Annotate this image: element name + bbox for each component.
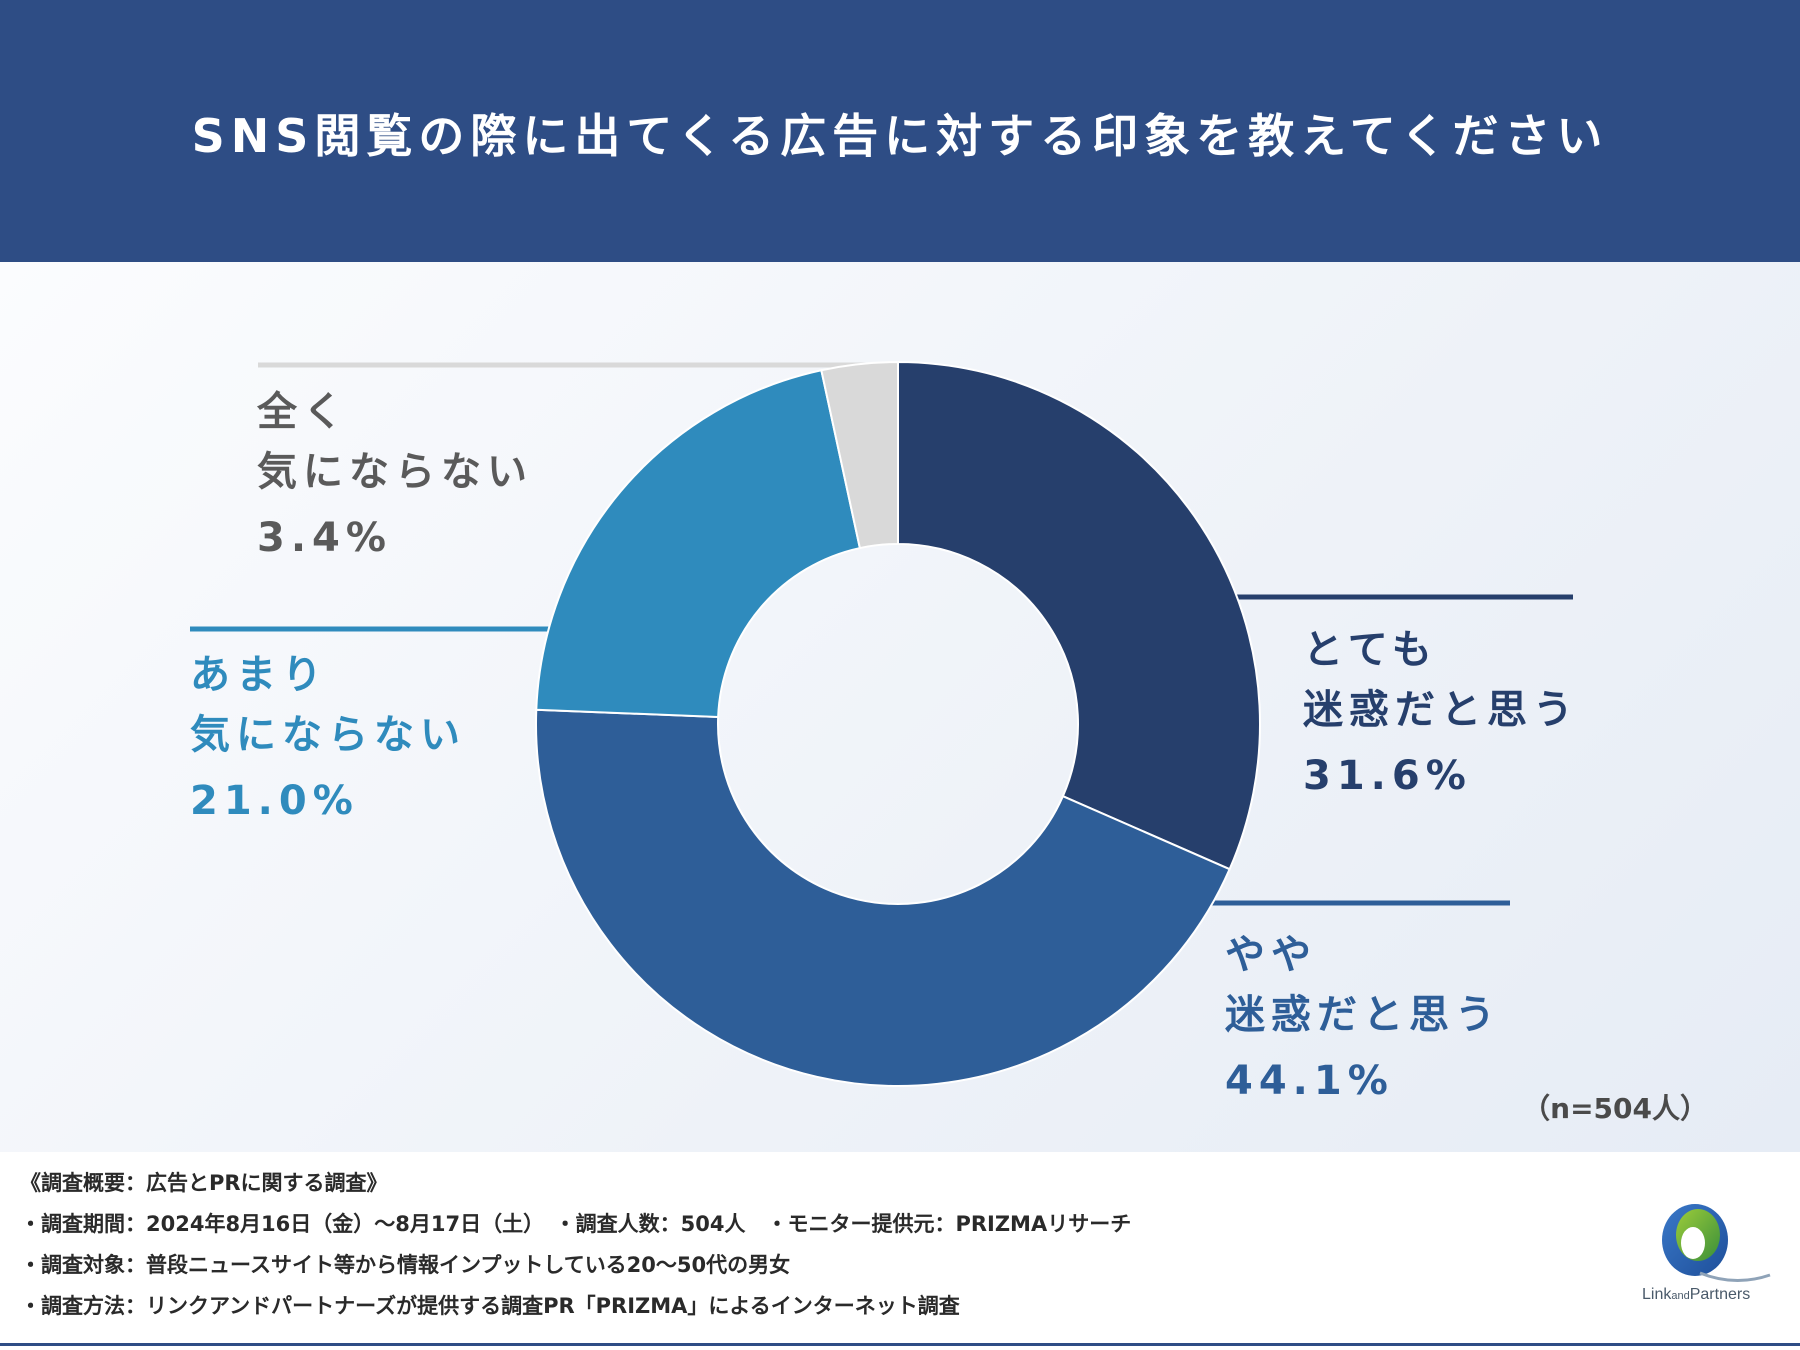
label-very-annoying: とても 迷惑だと思う 31.6%: [1303, 620, 1579, 806]
page-title: SNS閲覧の際に出てくる広告に対する印象を教えてください: [191, 109, 1609, 163]
survey-period: ・調査期間：2024年8月16日（金）〜8月17日（土） ・調査人数：504人 …: [20, 1212, 1132, 1236]
label-percent: 3.4%: [257, 515, 392, 561]
survey-summary: 《調査概要：広告とPRに関する調査》 ・調査期間：2024年8月16日（金）〜8…: [20, 1163, 1131, 1327]
donut-slice: [535, 708, 1231, 1087]
donut-chart: [190, 360, 1573, 1087]
donut-slice: [820, 360, 899, 550]
label-percent: 31.6%: [1303, 753, 1472, 799]
logo-word: and: [1671, 1290, 1690, 1302]
label-text: とても: [1303, 627, 1438, 673]
company-logo-text: LinkandPartners: [1642, 1286, 1750, 1304]
label-text: 全く: [257, 389, 349, 435]
label-text: 迷惑だと思う: [1225, 992, 1501, 1038]
sample-size: （n=504人）: [1522, 1092, 1708, 1125]
label-not-really-bothered: あまり 気にならない 21.0%: [190, 645, 466, 831]
donut-slice: [535, 369, 862, 718]
label-text: 迷惑だと思う: [1303, 687, 1579, 733]
label-text: あまり: [190, 652, 328, 698]
footer: [0, 1152, 1800, 1350]
label-percent: 44.1%: [1225, 1058, 1394, 1104]
logo-word: Link: [1642, 1286, 1672, 1303]
company-logo-icon: [1662, 1204, 1771, 1283]
logo-word: Partners: [1689, 1286, 1751, 1303]
donut-slice: [897, 360, 1261, 871]
label-percent: 21.0%: [190, 778, 359, 824]
label-text: 気にならない: [190, 712, 466, 758]
header-banner: SNS閲覧の際に出てくる広告に対する印象を教えてください: [0, 0, 1800, 262]
label-text: 気にならない: [257, 449, 533, 495]
label-somewhat-annoying: やや 迷惑だと思う 44.1%: [1225, 925, 1501, 1111]
label-not-bothered-at-all: 全く 気にならない 3.4%: [257, 382, 533, 568]
label-text: やや: [1225, 932, 1317, 978]
survey-title: 《調査概要：広告とPRに関する調査》: [20, 1171, 388, 1195]
bottom-rule: [0, 1343, 1800, 1346]
survey-target: ・調査対象：普段ニュースサイト等から情報インプットしている20〜50代の男女: [20, 1253, 791, 1277]
survey-method: ・調査方法：リンクアンドパートナーズが提供する調査PR「PRIZMA」によるイン…: [20, 1294, 960, 1318]
